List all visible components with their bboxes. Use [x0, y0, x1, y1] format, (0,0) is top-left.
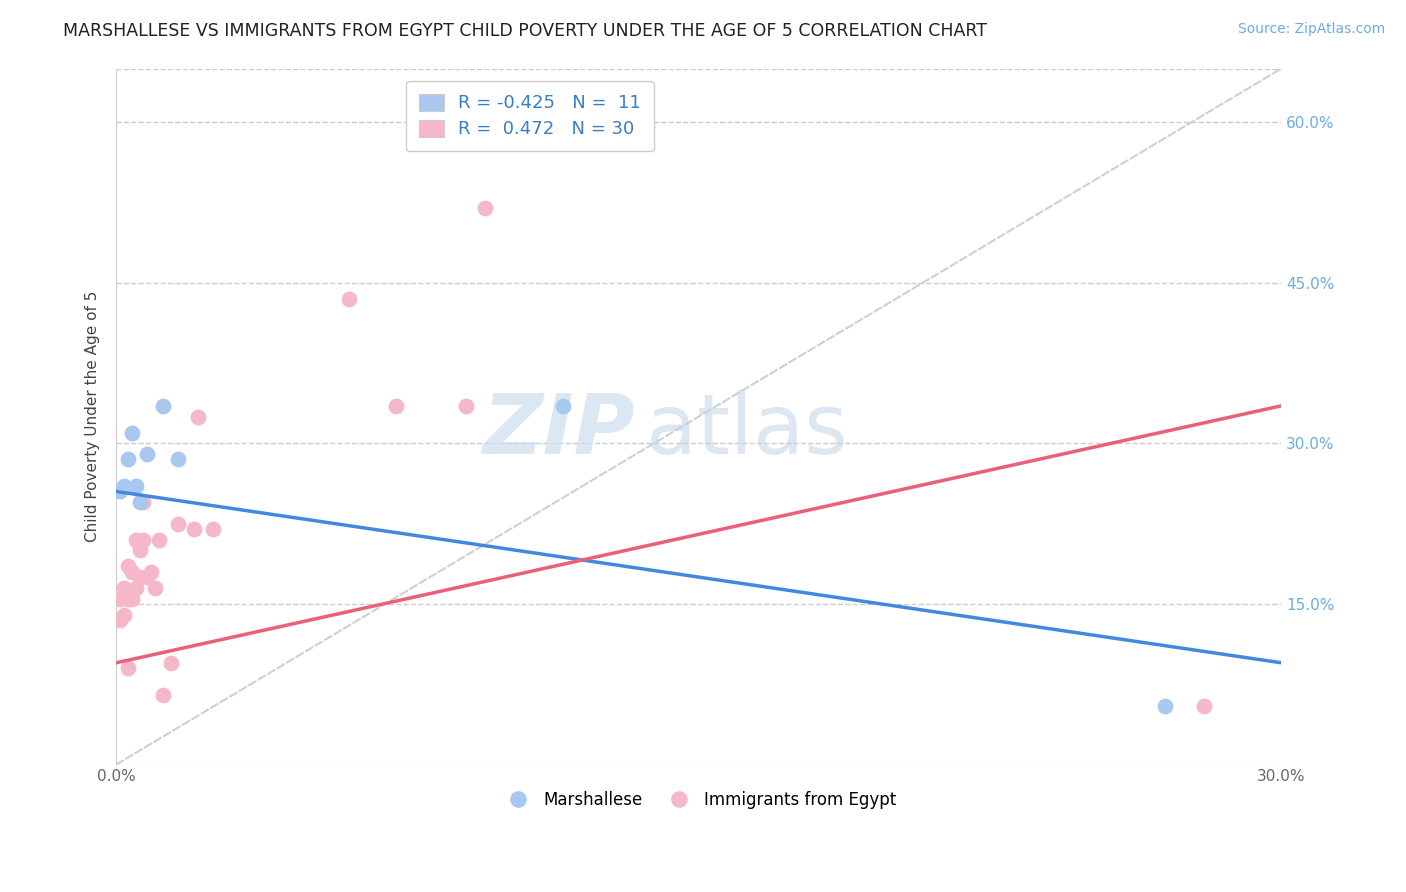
Point [125, 479, 148, 493]
Point [125, 533, 148, 547]
Point [167, 516, 190, 531]
Point [187, 409, 209, 424]
Point [167, 452, 190, 467]
Point [159, 656, 181, 670]
Point [337, 292, 360, 306]
Point [132, 495, 155, 509]
Point [117, 452, 139, 467]
Point [152, 399, 174, 413]
Point [108, 484, 131, 499]
Point [112, 581, 135, 595]
Point [121, 425, 143, 440]
Point [1154, 698, 1177, 713]
Point [1192, 698, 1215, 713]
Legend: Marshallese, Immigrants from Egypt: Marshallese, Immigrants from Egypt [495, 784, 903, 815]
Point [125, 581, 148, 595]
Point [121, 591, 143, 606]
Point [128, 570, 150, 584]
Point [132, 533, 155, 547]
Point [474, 201, 496, 215]
Text: atlas: atlas [647, 390, 848, 471]
Point [202, 522, 225, 536]
Point [551, 399, 574, 413]
Point [136, 447, 159, 461]
Point [148, 533, 170, 547]
Point [183, 522, 205, 536]
Point [117, 661, 139, 675]
Text: MARSHALLESE VS IMMIGRANTS FROM EGYPT CHILD POVERTY UNDER THE AGE OF 5 CORRELATIO: MARSHALLESE VS IMMIGRANTS FROM EGYPT CHI… [63, 22, 987, 40]
Point [152, 688, 174, 702]
Point [108, 591, 131, 606]
Text: Source: ZipAtlas.com: Source: ZipAtlas.com [1237, 22, 1385, 37]
Point [385, 399, 408, 413]
Point [143, 581, 166, 595]
Text: ZIP: ZIP [482, 390, 634, 471]
Point [128, 543, 150, 558]
Point [128, 495, 150, 509]
Point [141, 565, 163, 579]
Point [112, 479, 135, 493]
Point [112, 607, 135, 622]
Point [108, 613, 131, 627]
Point [117, 591, 139, 606]
Point [136, 570, 159, 584]
Y-axis label: Child Poverty Under the Age of 5: Child Poverty Under the Age of 5 [86, 291, 100, 542]
Point [454, 399, 477, 413]
Point [121, 565, 143, 579]
Point [117, 559, 139, 574]
